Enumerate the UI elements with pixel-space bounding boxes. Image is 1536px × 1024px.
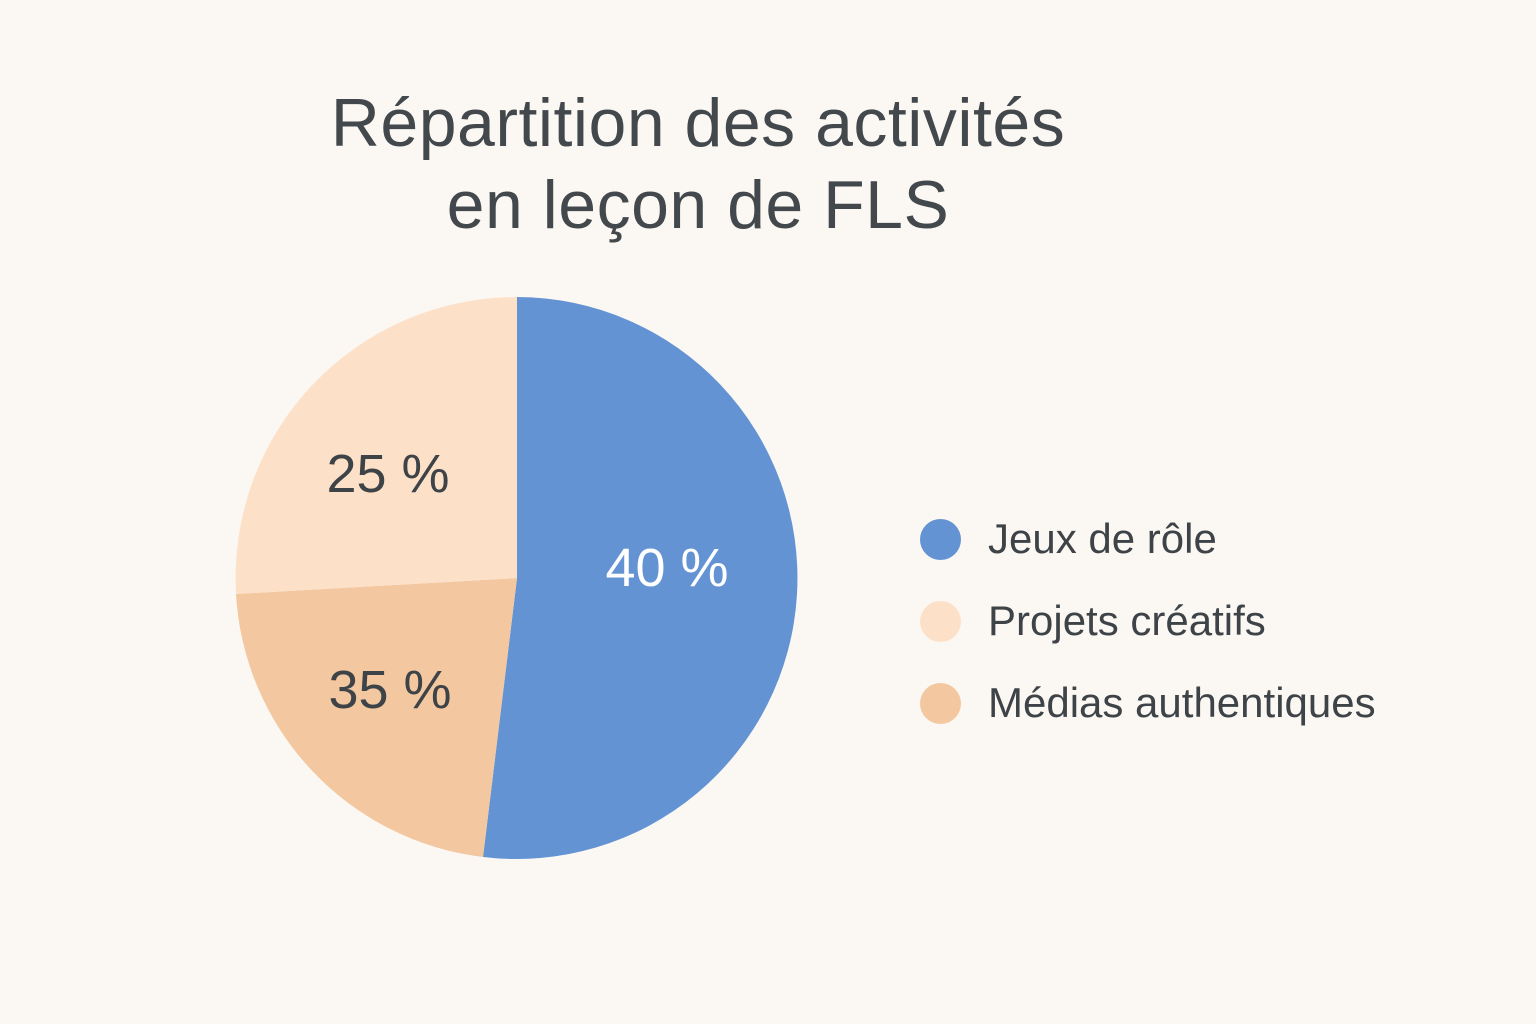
legend-swatch-icon: [920, 518, 961, 560]
legend-item-projets-creatifs: Projets créatifs: [920, 580, 1376, 662]
legend-item-jeux-de-role: Jeux de rôle: [920, 498, 1376, 580]
legend-label: Jeux de rôle: [988, 515, 1217, 562]
slice-label-projets-creatifs: 25 %: [326, 444, 450, 504]
pie-slice-jeux-de-role: [483, 297, 798, 859]
pie-slice-medias-authentiques: [236, 578, 517, 857]
legend-swatch-icon: [920, 600, 961, 642]
chart-title-line-1: Répartition des activités: [330, 85, 1066, 161]
slice-label-jeux-de-role: 40 %: [605, 538, 729, 598]
pie-slice-projets-creatifs: [235, 296, 518, 594]
chart-title-line-2: en leçon de FLS: [446, 167, 950, 243]
legend-swatch-icon: [920, 682, 961, 724]
slice-label-medias-authentiques: 35 %: [328, 660, 452, 720]
chart-title: Répartition des activités en leçon de FL…: [0, 82, 1396, 246]
legend-label: Médias authentiques: [988, 679, 1376, 726]
legend-label: Projets créatifs: [988, 597, 1266, 644]
legend-item-medias-authentiques: Médias authentiques: [920, 662, 1376, 744]
chart-legend: Jeux de rôle Projets créatifs Médias aut…: [920, 498, 1376, 744]
